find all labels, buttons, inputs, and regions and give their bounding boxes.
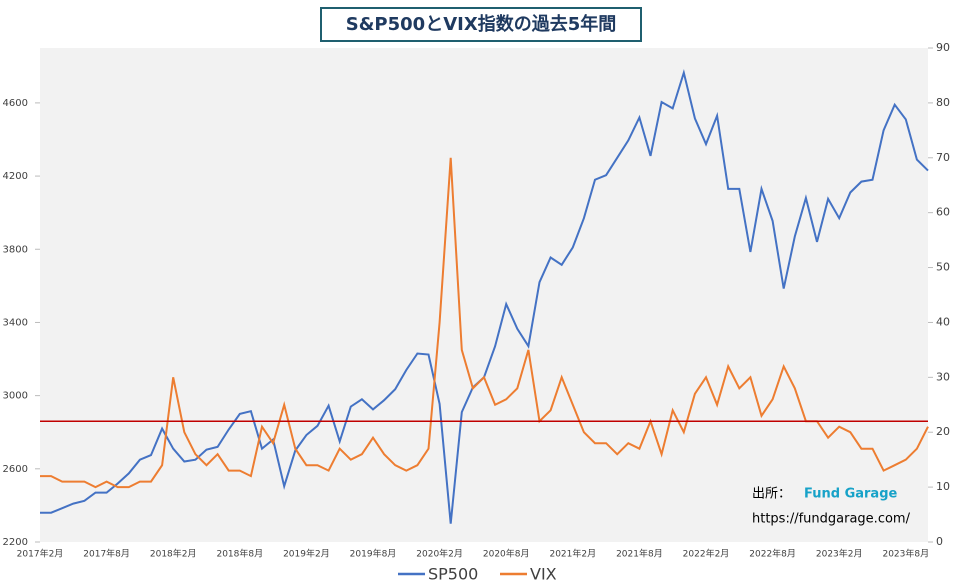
y2-tick-label: 40 bbox=[936, 315, 950, 328]
y-tick-label: 3800 bbox=[3, 244, 28, 255]
x-tick-label: 2022年2月 bbox=[683, 548, 730, 560]
x-tick-label: 2018年8月 bbox=[216, 548, 263, 560]
plot-area bbox=[40, 48, 928, 542]
legend-label: VIX bbox=[530, 565, 557, 584]
x-tick-label: 2017年2月 bbox=[17, 548, 64, 560]
title-box bbox=[320, 7, 642, 42]
x-tick-label: 2021年2月 bbox=[549, 548, 596, 560]
x-tick-label: 2017年8月 bbox=[83, 548, 130, 560]
x-tick-label: 2023年2月 bbox=[816, 548, 863, 560]
y-tick-label: 3400 bbox=[3, 317, 28, 328]
y2-tick-label: 70 bbox=[936, 151, 950, 164]
y-tick-label: 2600 bbox=[3, 464, 28, 475]
x-tick-label: 2022年8月 bbox=[749, 548, 796, 560]
y2-tick-label: 20 bbox=[936, 425, 950, 438]
y2-tick-label: 0 bbox=[936, 535, 943, 548]
x-tick-label: 2021年8月 bbox=[616, 548, 663, 560]
y2-tick-label: 80 bbox=[936, 96, 950, 109]
source-name: Fund Garage bbox=[804, 487, 898, 502]
x-tick-label: 2018年2月 bbox=[150, 548, 197, 560]
x-tick-label: 2023年8月 bbox=[882, 548, 929, 560]
x-tick-label: 2020年2月 bbox=[416, 548, 463, 560]
x-tick-label: 2019年2月 bbox=[283, 548, 330, 560]
x-tick-label: 2020年8月 bbox=[483, 548, 530, 560]
x-tick-label: 2019年8月 bbox=[350, 548, 397, 560]
source-url: https://fundgarage.com/ bbox=[752, 512, 911, 527]
legend-label: SP500 bbox=[428, 565, 478, 584]
y-tick-label: 4200 bbox=[3, 171, 28, 182]
y2-tick-label: 10 bbox=[936, 480, 950, 493]
y2-tick-label: 60 bbox=[936, 206, 950, 219]
y2-tick-label: 90 bbox=[936, 41, 950, 54]
y-tick-label: 2200 bbox=[3, 537, 28, 548]
y2-tick-label: 50 bbox=[936, 261, 950, 274]
y-tick-label: 3000 bbox=[3, 391, 28, 402]
y-tick-label: 4600 bbox=[3, 98, 28, 109]
source-label: 出所： bbox=[752, 487, 791, 502]
chart-title: S&P500とVIX指数の過去5年間 bbox=[346, 13, 616, 35]
y2-tick-label: 30 bbox=[936, 370, 950, 383]
series-line bbox=[40, 157, 929, 489]
